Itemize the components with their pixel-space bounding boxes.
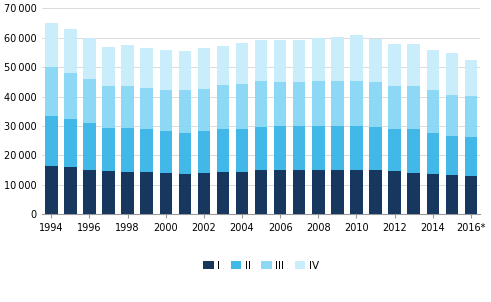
Bar — [198, 89, 210, 131]
Bar — [83, 79, 96, 123]
Bar — [464, 176, 477, 214]
Bar — [427, 90, 439, 133]
Bar — [446, 53, 458, 95]
Bar — [331, 37, 344, 82]
Bar — [121, 172, 134, 214]
Bar — [160, 173, 172, 214]
Bar — [236, 172, 248, 214]
Bar — [121, 86, 134, 128]
Bar — [331, 170, 344, 214]
Bar — [427, 174, 439, 214]
Bar — [464, 96, 477, 137]
Bar — [350, 35, 363, 81]
Bar — [160, 50, 172, 90]
Bar — [45, 116, 57, 166]
Bar — [388, 43, 401, 86]
Bar — [255, 40, 267, 82]
Bar — [369, 170, 382, 214]
Bar — [45, 67, 57, 116]
Bar — [102, 47, 115, 86]
Bar — [408, 44, 420, 86]
Bar — [179, 51, 191, 90]
Bar — [45, 23, 57, 67]
Bar — [160, 131, 172, 173]
Bar — [140, 48, 153, 88]
Bar — [350, 170, 363, 214]
Bar — [274, 126, 286, 170]
Bar — [312, 126, 325, 170]
Bar — [331, 126, 344, 170]
Bar — [427, 50, 439, 90]
Bar — [45, 166, 57, 214]
Bar — [140, 88, 153, 129]
Bar — [64, 73, 77, 119]
Bar — [312, 82, 325, 126]
Bar — [427, 133, 439, 174]
Bar — [408, 86, 420, 130]
Bar — [446, 136, 458, 175]
Bar — [255, 170, 267, 214]
Bar — [102, 86, 115, 128]
Bar — [179, 133, 191, 174]
Bar — [217, 172, 229, 214]
Bar — [64, 119, 77, 167]
Bar — [369, 127, 382, 170]
Bar — [293, 82, 305, 126]
Bar — [217, 129, 229, 172]
Bar — [83, 169, 96, 214]
Legend: I, II, III, IV: I, II, III, IV — [199, 257, 323, 275]
Bar — [274, 40, 286, 82]
Bar — [350, 81, 363, 126]
Bar — [369, 39, 382, 82]
Bar — [350, 126, 363, 170]
Bar — [236, 129, 248, 172]
Bar — [312, 38, 325, 82]
Bar — [255, 127, 267, 170]
Bar — [198, 48, 210, 89]
Bar — [198, 173, 210, 214]
Bar — [198, 131, 210, 173]
Bar — [388, 86, 401, 129]
Bar — [293, 170, 305, 214]
Bar — [255, 82, 267, 127]
Bar — [102, 128, 115, 171]
Bar — [160, 90, 172, 131]
Bar — [312, 170, 325, 214]
Bar — [121, 45, 134, 86]
Bar — [83, 38, 96, 79]
Bar — [408, 130, 420, 173]
Bar — [293, 40, 305, 82]
Bar — [236, 43, 248, 85]
Bar — [102, 171, 115, 214]
Bar — [140, 172, 153, 214]
Bar — [217, 85, 229, 129]
Bar — [179, 90, 191, 133]
Bar — [83, 123, 96, 169]
Bar — [236, 85, 248, 129]
Bar — [140, 129, 153, 172]
Bar — [217, 46, 229, 85]
Bar — [64, 29, 77, 73]
Bar — [388, 171, 401, 214]
Bar — [446, 95, 458, 136]
Bar — [121, 128, 134, 172]
Bar — [388, 129, 401, 171]
Bar — [64, 167, 77, 214]
Bar — [464, 60, 477, 96]
Bar — [293, 126, 305, 170]
Bar — [369, 82, 382, 127]
Bar — [446, 175, 458, 214]
Bar — [274, 82, 286, 126]
Bar — [331, 82, 344, 126]
Bar — [274, 170, 286, 214]
Bar — [408, 173, 420, 214]
Bar — [179, 174, 191, 214]
Bar — [464, 137, 477, 176]
